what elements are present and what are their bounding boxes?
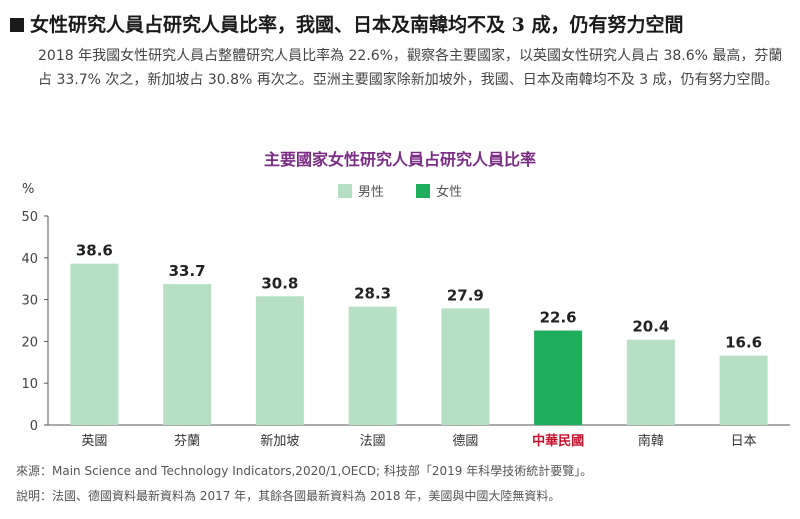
category-label: 新加坡	[260, 433, 299, 449]
data-label: 28.3	[354, 285, 391, 303]
category-label: 英國	[81, 434, 107, 449]
data-label: 20.4	[632, 318, 669, 336]
bar	[70, 263, 119, 425]
data-label: 16.6	[725, 334, 762, 352]
legend-item-female: 女性	[416, 181, 462, 200]
bar	[441, 308, 490, 425]
source-note: 來源：Main Science and Technology Indicator…	[16, 464, 593, 478]
y-tick-label: 0	[30, 419, 38, 434]
category-label: 中華民國	[532, 433, 584, 449]
bar	[163, 284, 212, 425]
y-axis-unit: %	[22, 182, 35, 197]
heading-text: 女性研究人員占研究人員比率，我國、日本及南韓均不及 3 成，仍有努力空間	[30, 14, 684, 36]
category-label: 南韓	[638, 433, 664, 449]
chart-title: 主要國家女性研究人員占研究人員比率	[263, 150, 536, 169]
y-tick-label: 20	[21, 335, 38, 350]
bar	[348, 306, 397, 425]
square-bullet-icon	[10, 18, 24, 32]
legend-swatch-female	[416, 184, 431, 198]
data-label: 33.7	[169, 262, 206, 280]
legend-swatch-male	[337, 184, 352, 198]
data-label: 30.8	[261, 274, 298, 292]
y-tick-label: 10	[21, 377, 38, 392]
legend-label-female: 女性	[436, 185, 463, 200]
y-tick-label: 40	[21, 252, 38, 267]
bar	[534, 330, 583, 425]
summary-paragraph: 2018 年我國女性研究人員占整體研究人員比率為 22.6%，觀察各主要國家，以…	[38, 48, 783, 88]
category-label: 德國	[452, 434, 478, 449]
data-label: 27.9	[447, 286, 484, 304]
explanation-note: 說明：法國、德國資料最新資料為 2017 年，其餘各國最新資料為 2018 年，…	[16, 489, 561, 503]
bar	[626, 339, 675, 425]
chart-legend: 男性 女性	[0, 181, 800, 200]
data-label: 38.6	[76, 242, 113, 260]
bar	[719, 355, 768, 425]
legend-item-male: 男性	[337, 181, 384, 200]
section-heading: 女性研究人員占研究人員比率，我國、日本及南韓均不及 3 成，仍有努力空間	[10, 10, 683, 37]
legend-label-male: 男性	[357, 185, 384, 200]
y-tick-label: 50	[21, 210, 38, 225]
bar	[255, 296, 304, 425]
category-label: 日本	[731, 434, 757, 449]
data-label: 22.6	[540, 309, 577, 327]
y-tick-label: 30	[21, 294, 38, 309]
category-label: 法國	[360, 434, 386, 449]
category-label: 芬蘭	[174, 433, 200, 449]
